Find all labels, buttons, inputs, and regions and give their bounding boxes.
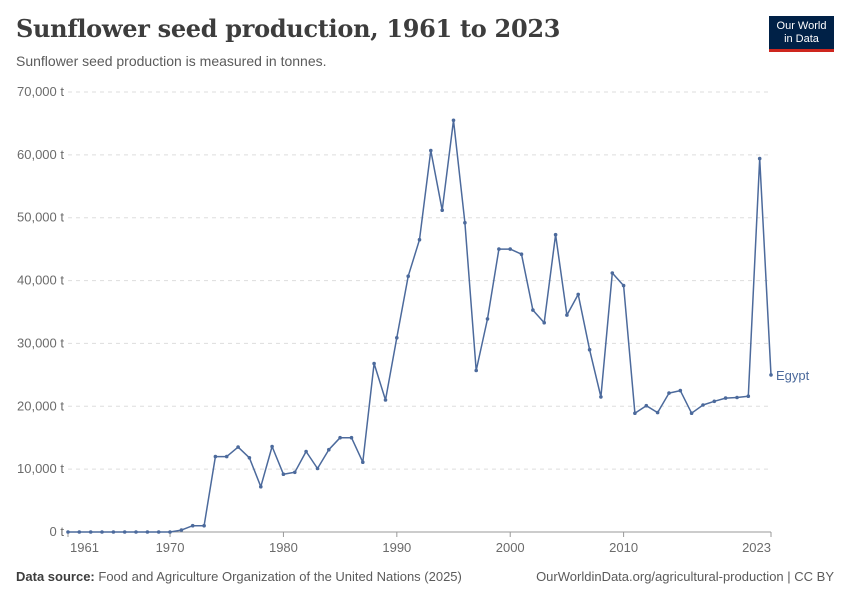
data-point xyxy=(281,472,286,477)
data-point xyxy=(497,247,501,251)
data-point xyxy=(236,445,240,449)
data-point xyxy=(134,530,138,534)
x-tick-label: 2023 xyxy=(742,540,771,555)
chart-subtitle: Sunflower seed production is measured in… xyxy=(16,53,327,69)
data-point xyxy=(463,220,467,225)
data-point xyxy=(77,530,82,534)
data-point xyxy=(156,530,161,534)
data-point xyxy=(644,403,649,408)
x-tick-label: 1990 xyxy=(382,540,411,555)
data-point xyxy=(519,252,524,256)
logo-line-2: in Data xyxy=(784,33,819,45)
data-point xyxy=(202,523,206,528)
data-point xyxy=(667,391,671,395)
logo-line-1: Our World xyxy=(776,20,827,32)
x-tick-label: 1961 xyxy=(70,540,99,555)
data-point xyxy=(531,308,535,312)
series-line-egypt xyxy=(68,119,772,533)
data-point xyxy=(701,403,705,407)
data-point xyxy=(66,530,70,534)
data-point xyxy=(349,435,354,440)
data-point xyxy=(224,454,229,459)
data-point xyxy=(361,460,365,465)
data-point xyxy=(508,247,512,251)
x-tick-label: 2010 xyxy=(609,540,638,555)
data-point xyxy=(168,530,172,534)
data-point xyxy=(723,396,728,400)
data-point xyxy=(587,347,592,352)
data-point xyxy=(610,271,615,275)
y-tick-label: 0 t xyxy=(50,524,65,539)
data-point xyxy=(769,373,773,377)
data-point xyxy=(213,454,218,459)
owid-logo[interactable]: Our World in Data xyxy=(769,16,834,52)
y-tick-label: 70,000 t xyxy=(17,84,64,99)
data-source-label: Data source: xyxy=(16,569,95,584)
data-point xyxy=(179,528,184,532)
series-label: Egypt xyxy=(776,368,810,383)
data-point xyxy=(621,283,626,288)
data-point xyxy=(565,313,569,317)
data-point xyxy=(678,388,683,393)
data-point xyxy=(259,484,263,489)
data-point xyxy=(406,274,411,279)
y-tick-label: 40,000 t xyxy=(17,273,64,288)
y-tick-label: 10,000 t xyxy=(17,461,64,476)
data-point xyxy=(485,317,490,321)
grid-layer xyxy=(68,91,771,470)
series-layer: Egypt xyxy=(66,118,810,534)
data-point xyxy=(440,208,445,212)
data-source-text: Food and Agriculture Organization of the… xyxy=(98,569,462,584)
data-point xyxy=(122,530,127,534)
axis-layer: 0 t 10,000 t 20,000 t 30,000 t 40,000 t 50,00… xyxy=(17,84,772,555)
data-point xyxy=(338,435,342,440)
data-point xyxy=(88,530,93,534)
data-point xyxy=(315,466,320,471)
data-point xyxy=(100,530,104,534)
chart-title: Sunflower seed production, 1961 to 2023 xyxy=(16,14,561,43)
data-point xyxy=(474,368,479,373)
data-point xyxy=(689,411,694,416)
data-point xyxy=(451,118,456,123)
data-point xyxy=(746,394,751,399)
y-tick-label: 30,000 t xyxy=(17,335,64,350)
data-point xyxy=(145,530,150,534)
data-point xyxy=(429,148,433,153)
y-tick-label: 60,000 t xyxy=(17,147,64,162)
data-point xyxy=(304,449,308,454)
data-point xyxy=(712,399,717,404)
data-point xyxy=(247,456,252,460)
data-point xyxy=(270,444,274,449)
data-point xyxy=(111,530,116,534)
data-point xyxy=(757,156,762,161)
data-point xyxy=(395,336,399,340)
y-tick-label: 50,000 t xyxy=(17,210,64,225)
data-point xyxy=(542,320,546,325)
data-point xyxy=(655,410,660,415)
data-point xyxy=(576,292,580,297)
x-tick-label: 1980 xyxy=(269,540,298,555)
data-point xyxy=(735,395,739,400)
data-point xyxy=(293,470,297,475)
source-link[interactable]: OurWorldinData.org/agricultural-producti… xyxy=(536,569,834,584)
y-tick-label: 20,000 t xyxy=(17,398,64,413)
data-source: Data source: Food and Agriculture Organi… xyxy=(16,569,462,584)
data-point xyxy=(190,523,195,528)
data-point xyxy=(417,237,422,242)
data-point xyxy=(327,447,331,452)
data-point xyxy=(372,361,376,366)
data-point xyxy=(553,232,558,237)
data-point xyxy=(633,411,637,416)
data-point xyxy=(383,398,388,402)
x-tick-label: 1970 xyxy=(156,540,185,555)
data-point xyxy=(599,395,603,399)
x-tick-label: 2000 xyxy=(496,540,525,555)
